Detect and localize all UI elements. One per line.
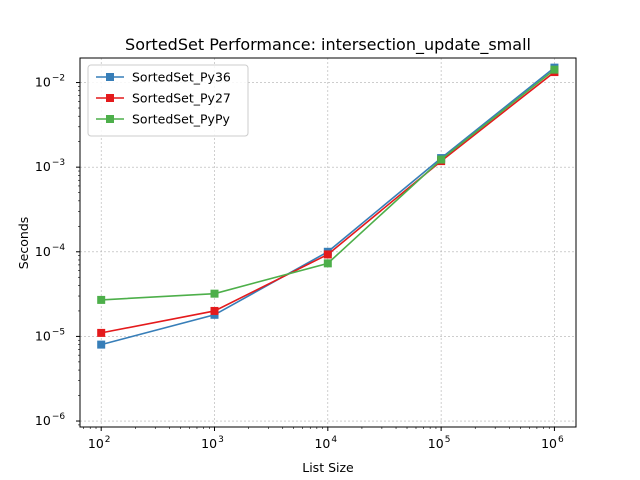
x-axis-label: List Size <box>302 460 354 475</box>
data-point-sortedset-py36 <box>97 340 106 349</box>
data-point-sortedset-pypy <box>210 289 219 298</box>
y-axis-label: Seconds <box>16 217 31 270</box>
legend-marker-sortedset-py27 <box>106 94 114 102</box>
series-sortedset-pypy <box>97 65 559 304</box>
legend-marker-sortedset-py36 <box>106 73 114 81</box>
legend-box <box>87 64 249 137</box>
legend-label-sortedset-pypy: SortedSet_PyPy <box>132 112 230 127</box>
series-layer <box>97 63 559 349</box>
chart-title: SortedSet Performance: intersection_upda… <box>125 35 531 55</box>
legend-label-sortedset-py36: SortedSet_Py36 <box>132 70 231 85</box>
data-point-sortedset-pypy <box>550 65 559 74</box>
data-point-sortedset-py27 <box>97 328 106 337</box>
data-point-sortedset-py27 <box>323 250 332 259</box>
data-point-sortedset-pypy <box>97 295 106 304</box>
data-point-sortedset-py27 <box>210 306 219 315</box>
legend-label-sortedset-py27: SortedSet_Py27 <box>132 91 231 106</box>
legend: SortedSet_Py36 SortedSet_Py27 SortedSet_Py… <box>87 64 249 137</box>
data-point-sortedset-pypy <box>323 259 332 268</box>
data-point-sortedset-pypy <box>437 155 446 164</box>
legend-marker-sortedset-pypy <box>106 115 114 123</box>
